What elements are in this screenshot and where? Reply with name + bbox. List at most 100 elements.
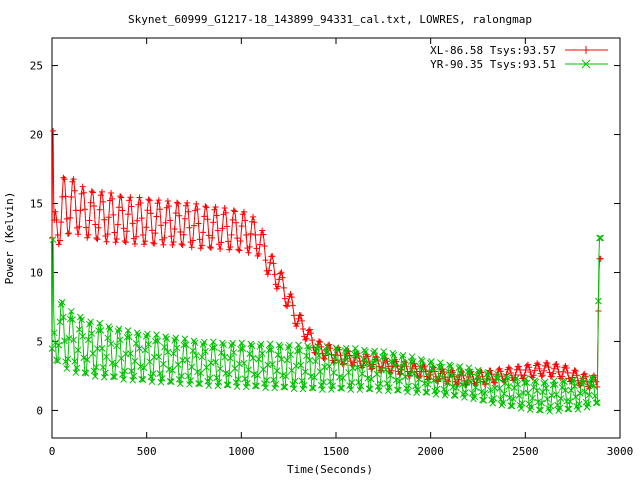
data-point: [238, 223, 245, 230]
data-point: [162, 333, 169, 341]
data-point: [119, 207, 126, 214]
data-point: [507, 370, 514, 377]
data-point: [515, 363, 522, 370]
data-point: [250, 213, 257, 220]
data-point: [340, 359, 348, 366]
data-point: [60, 174, 67, 181]
data-point: [490, 394, 498, 402]
data-point: [379, 353, 386, 361]
y-tick-label: 0: [36, 404, 43, 417]
data-point: [55, 241, 62, 248]
data-point: [351, 359, 358, 366]
data-point: [62, 193, 69, 200]
data-point: [164, 197, 171, 204]
legend-label: YR-90.35 Tsys:93.51: [430, 58, 556, 71]
data-point: [337, 352, 344, 359]
data-point: [567, 386, 575, 394]
data-point: [535, 406, 543, 414]
data-point: [221, 205, 228, 212]
data-point: [143, 224, 150, 231]
data-point: [89, 189, 96, 196]
data-point: [132, 340, 140, 347]
data-point: [186, 380, 193, 388]
data-point: [94, 236, 101, 243]
data-point: [535, 361, 542, 368]
data-point: [264, 271, 271, 278]
data-point: [595, 297, 602, 305]
data-point: [137, 199, 144, 206]
data-point: [158, 374, 166, 382]
data-point: [65, 335, 73, 342]
data-point: [189, 237, 196, 244]
data-point: [376, 380, 384, 388]
data-point: [197, 369, 205, 377]
data-point: [353, 350, 360, 358]
data-point: [71, 358, 79, 365]
data-point: [592, 374, 599, 381]
data-point: [55, 341, 63, 349]
data-point: [560, 378, 568, 386]
data-point: [367, 375, 375, 383]
data-point: [82, 369, 90, 377]
data-point: [466, 368, 474, 376]
data-point: [96, 319, 104, 327]
data-point: [390, 351, 398, 359]
data-point: [233, 219, 240, 226]
data-point: [200, 338, 208, 346]
data-point: [203, 204, 210, 211]
data-point: [357, 382, 365, 390]
data-point: [127, 194, 134, 201]
data-point: [504, 374, 511, 382]
data-point: [359, 355, 367, 363]
data-point: [302, 336, 309, 343]
data-point: [54, 231, 61, 238]
data-point: [298, 377, 306, 385]
data-point: [114, 221, 121, 228]
data-point: [256, 241, 263, 248]
data-point: [290, 312, 297, 319]
data-point: [271, 384, 279, 392]
data-point: [276, 276, 283, 283]
data-point: [581, 59, 591, 69]
series-2: [48, 234, 605, 415]
data-point: [371, 347, 378, 355]
data-point: [234, 375, 242, 383]
data-point: [184, 372, 192, 380]
data-point: [186, 224, 193, 231]
data-point: [358, 370, 366, 378]
data-point: [565, 405, 573, 413]
data-point: [81, 206, 88, 213]
data-point: [202, 203, 209, 210]
data-point: [505, 383, 513, 390]
data-point: [172, 334, 180, 342]
data-point: [175, 200, 182, 207]
data-point: [158, 222, 165, 229]
data-point: [85, 231, 92, 238]
data-point: [217, 245, 224, 252]
data-point: [414, 386, 422, 394]
data-point: [247, 230, 254, 237]
data-point: [437, 359, 444, 366]
data-point: [153, 331, 160, 338]
data-point: [298, 317, 305, 324]
x-axis-label: Time(Seconds): [287, 463, 373, 476]
data-point: [106, 325, 114, 333]
data-point: [57, 300, 65, 308]
data-point: [155, 197, 162, 204]
data-point: [329, 382, 336, 390]
data-point: [308, 330, 315, 337]
data-point: [116, 336, 124, 344]
data-point: [241, 375, 249, 383]
data-point: [181, 335, 189, 343]
data-point: [309, 337, 316, 344]
data-point: [489, 399, 497, 407]
data-point: [496, 385, 503, 392]
data-point: [515, 392, 523, 399]
data-point: [538, 399, 545, 407]
data-point: [234, 235, 241, 242]
data-point: [79, 183, 86, 190]
data-point: [217, 349, 225, 357]
data-point: [230, 349, 238, 356]
data-point: [48, 345, 56, 352]
data-point: [96, 206, 103, 213]
